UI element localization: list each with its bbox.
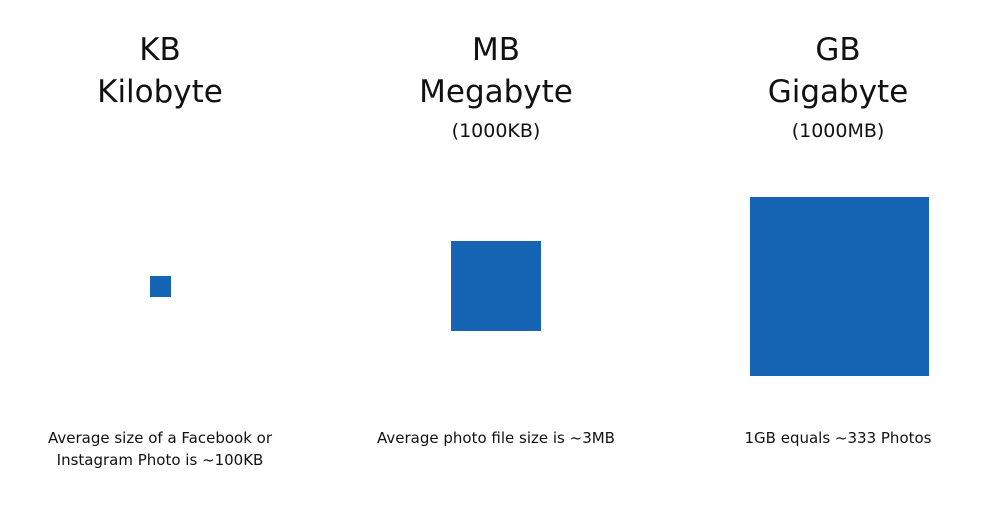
caption-line: Instagram Photo is ~100KB xyxy=(56,451,264,469)
gigabyte-column: GB Gigabyte (1000MB) 1GB equals ~333 Pho… xyxy=(688,0,988,509)
kilobyte-column: KB Kilobyte Average size of a Facebook o… xyxy=(10,0,310,509)
size-square xyxy=(150,276,171,297)
unit-abbreviation: KB xyxy=(139,32,181,68)
caption-line: Average photo file size is ~3MB xyxy=(377,429,615,447)
caption-line: 1GB equals ~333 Photos xyxy=(744,429,932,447)
unit-equivalent: (1000KB) xyxy=(451,120,541,142)
unit-caption: Average photo file size is ~3MB xyxy=(346,427,646,449)
caption-line: Average size of a Facebook or xyxy=(48,429,272,447)
unit-name: Gigabyte xyxy=(767,74,909,110)
size-square xyxy=(451,241,541,331)
unit-equivalent: (1000MB) xyxy=(791,120,885,142)
unit-caption: Average size of a Facebook or Instagram … xyxy=(10,427,310,471)
unit-abbreviation: GB xyxy=(815,32,861,68)
unit-name: Megabyte xyxy=(419,74,573,110)
unit-caption: 1GB equals ~333 Photos xyxy=(688,427,988,449)
megabyte-column: MB Megabyte (1000KB) Average photo file … xyxy=(346,0,646,509)
unit-abbreviation: MB xyxy=(471,32,520,68)
size-square xyxy=(750,197,929,376)
unit-name: Kilobyte xyxy=(97,74,223,110)
